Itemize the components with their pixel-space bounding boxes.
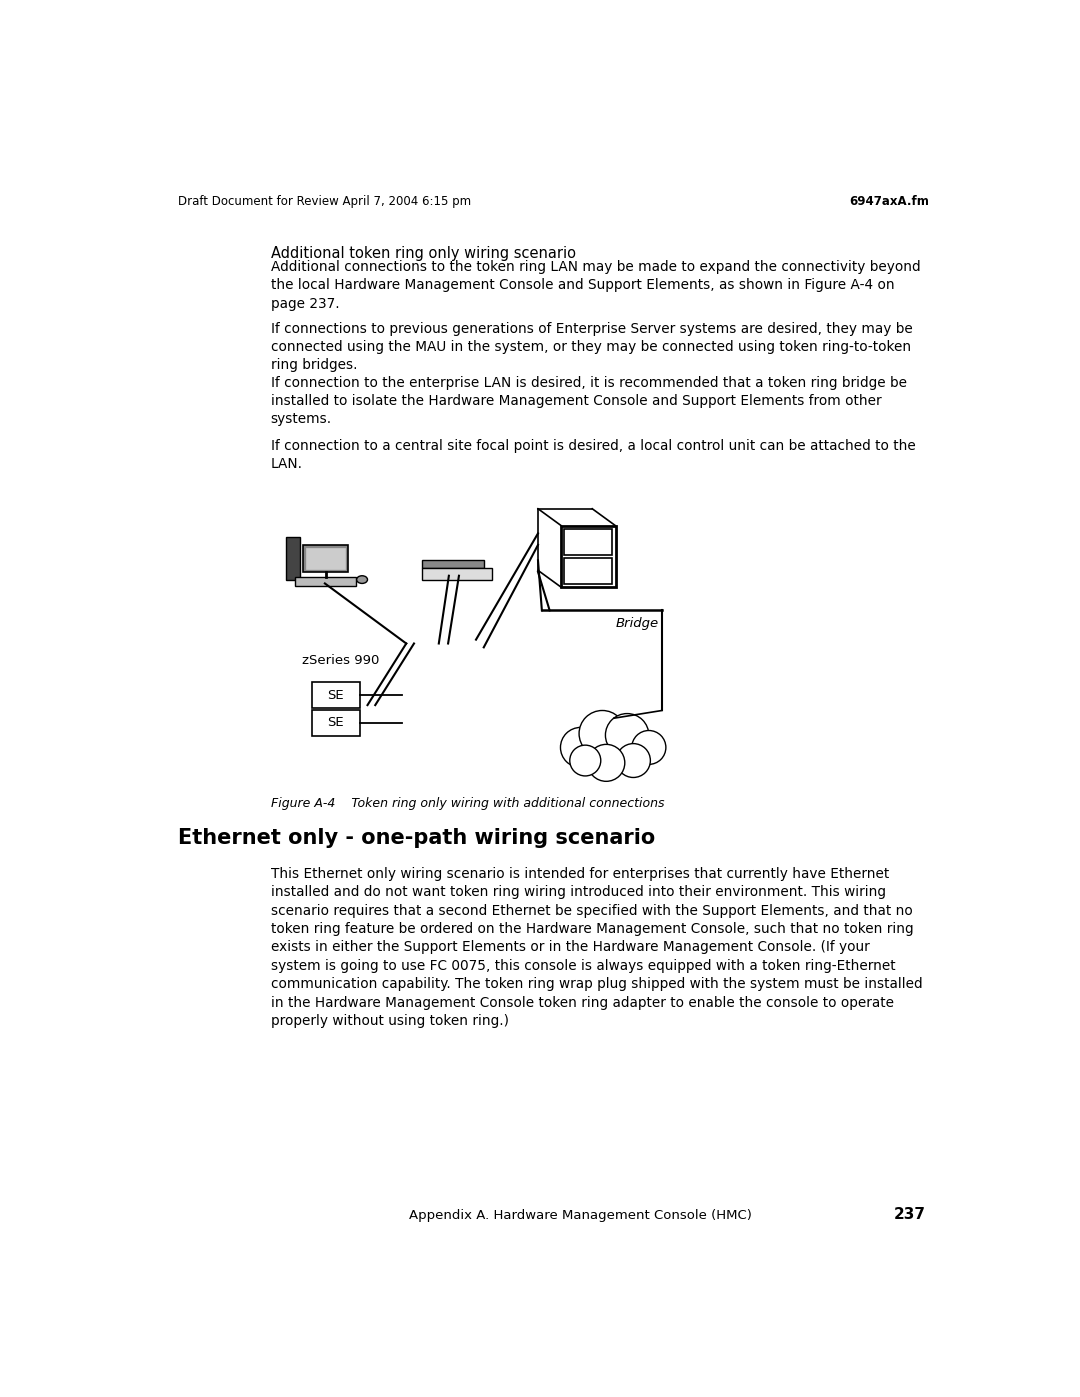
- Bar: [422, 569, 491, 580]
- Text: Additional connections to the token ring LAN may be made to expand the connectiv: Additional connections to the token ring…: [271, 260, 920, 312]
- Text: Ethernet only - one-path wiring scenario: Ethernet only - one-path wiring scenario: [177, 828, 654, 848]
- Bar: [303, 545, 348, 571]
- Text: If connection to a central site focal point is desired, a local control unit can: If connection to a central site focal po…: [271, 439, 916, 471]
- Bar: [286, 538, 300, 580]
- Text: If connection to the enterprise LAN is desired, it is recommended that a token r: If connection to the enterprise LAN is d…: [271, 376, 906, 426]
- Text: SE: SE: [327, 689, 345, 701]
- Text: 237: 237: [893, 1207, 926, 1222]
- Circle shape: [588, 745, 625, 781]
- Text: Appendix A. Hardware Management Console (HMC): Appendix A. Hardware Management Console …: [409, 1208, 752, 1222]
- Bar: [422, 560, 484, 569]
- Bar: [562, 525, 616, 587]
- Ellipse shape: [356, 576, 367, 584]
- Bar: [312, 682, 360, 708]
- Text: If connections to previous generations of Enterprise Server systems are desired,: If connections to previous generations o…: [271, 321, 913, 373]
- Bar: [307, 548, 345, 569]
- Circle shape: [579, 711, 625, 757]
- Bar: [312, 710, 360, 736]
- Circle shape: [561, 728, 600, 767]
- Circle shape: [617, 743, 650, 778]
- Text: zSeries 990: zSeries 990: [301, 654, 379, 668]
- Text: Bridge: Bridge: [616, 617, 659, 630]
- Text: Draft Document for Review April 7, 2004 6:15 pm: Draft Document for Review April 7, 2004 …: [177, 194, 471, 208]
- Bar: [296, 577, 356, 585]
- Bar: [565, 529, 612, 555]
- Text: This Ethernet only wiring scenario is intended for enterprises that currently ha: This Ethernet only wiring scenario is in…: [271, 866, 922, 1028]
- Circle shape: [632, 731, 666, 764]
- Text: SE: SE: [327, 717, 345, 729]
- Text: Additional token ring only wiring scenario: Additional token ring only wiring scenar…: [271, 246, 576, 261]
- Circle shape: [570, 745, 600, 775]
- Text: 6947axA.fm: 6947axA.fm: [850, 194, 930, 208]
- Bar: [565, 557, 612, 584]
- Circle shape: [606, 714, 649, 757]
- Text: Figure A-4    Token ring only wiring with additional connections: Figure A-4 Token ring only wiring with a…: [271, 798, 664, 810]
